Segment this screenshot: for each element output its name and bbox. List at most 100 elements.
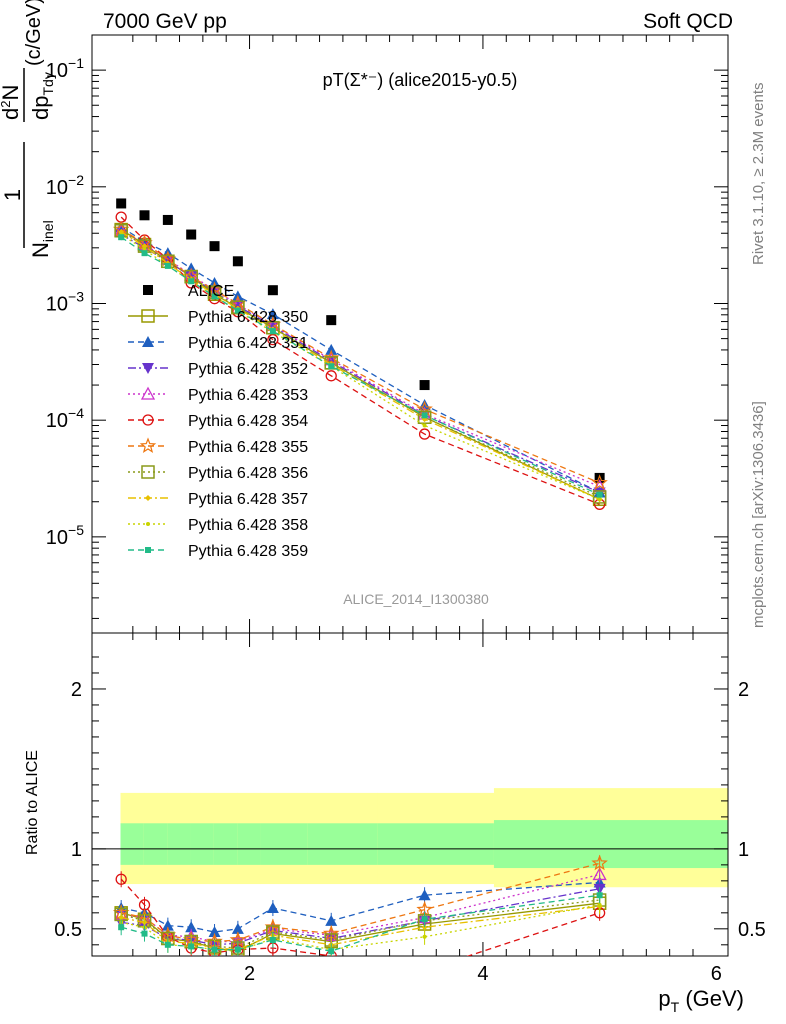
svg-text:Ninel: Ninel (28, 220, 56, 258)
ratio-point (591, 854, 608, 871)
data-point (211, 293, 218, 300)
data-point (188, 278, 195, 285)
legend-marker (143, 285, 153, 295)
ratio-line (121, 902, 600, 952)
legend-entry: Pythia 6.428 357 (128, 491, 308, 508)
ratio-point (188, 943, 195, 950)
data-point (326, 315, 337, 326)
ratio-point (141, 930, 148, 937)
data-point (186, 229, 197, 240)
data-point (116, 198, 127, 209)
data-point (209, 241, 220, 252)
ratio-axes-box (91, 632, 729, 957)
legend-marker (146, 522, 150, 526)
header-left: 7000 GeV pp (103, 10, 227, 33)
series-line (120, 229, 600, 484)
data-point (422, 423, 427, 428)
data-point (267, 285, 278, 296)
series-line (120, 230, 600, 488)
data-point (416, 400, 433, 417)
ratio-line (121, 862, 600, 943)
legend-label: Pythia 6.428 352 (188, 361, 308, 378)
series-line (120, 226, 600, 494)
legend-label: Pythia 6.428 350 (188, 309, 308, 326)
svg-text:d2N: d2N (0, 85, 23, 120)
band-inner-segment (120, 823, 145, 865)
header-right: Soft QCD (643, 10, 733, 33)
legend-entry: Pythia 6.428 352 (128, 361, 308, 378)
x-tick-label: 4 (477, 963, 488, 985)
ratio-point (211, 946, 218, 953)
legend-label: Pythia 6.428 359 (188, 543, 308, 560)
band-inner-segment (143, 823, 168, 865)
legend-marker (141, 465, 155, 479)
ratio-line (121, 873, 600, 943)
main-plot-frame: 10−5 10−4 10−3 10−2 10−1 (46, 34, 729, 634)
legend-entry: ALICE (143, 283, 234, 300)
ratio-series-layer (112, 854, 608, 956)
data-point (267, 333, 279, 346)
main-series-2 (115, 221, 606, 498)
ratio-point (115, 873, 127, 885)
legend-marker (142, 414, 154, 426)
analysis-label: ALICE_2014_I1300380 (343, 591, 489, 607)
data-point (164, 262, 171, 269)
series-line (120, 229, 600, 500)
ratio-point (234, 946, 241, 953)
data-point (325, 343, 338, 355)
band-inner-segment (237, 823, 262, 865)
ratio-y-tick-label: 2 (71, 679, 82, 701)
plot-title: pT(Σ*⁻) (alice2015-y0.5) (323, 70, 518, 90)
main-series-10 (118, 234, 603, 498)
legend-entry: Pythia 6.428 354 (128, 413, 308, 430)
ratio-point (231, 922, 244, 934)
ratio-plot-frame: 2 4 6 0.5 0.5 1 1 2 2 (54, 632, 766, 985)
band-inner-segment (190, 823, 215, 865)
data-point (234, 307, 241, 314)
ratio-point (266, 902, 279, 914)
legend-label: Pythia 6.428 354 (188, 413, 308, 430)
ratio-point (328, 948, 335, 955)
legend-entry: Pythia 6.428 355 (128, 437, 308, 456)
ratio-y-tick-label-right: 0.5 (738, 919, 766, 941)
ratio-point (596, 892, 603, 899)
data-point (162, 214, 173, 225)
ratio-point (422, 934, 427, 939)
legend-entry: Pythia 6.428 359 (128, 543, 308, 560)
band-inner-segment (167, 823, 192, 865)
legend-entry: Pythia 6.428 358 (128, 517, 308, 534)
band-inner-segment (260, 823, 308, 865)
band-inner-segment (307, 823, 378, 865)
data-point (232, 256, 243, 267)
main-y-tick-label: 10−5 (46, 522, 84, 549)
ratio-y-tick-label-right: 2 (738, 679, 749, 701)
svg-text:1: 1 (0, 189, 25, 201)
ratio-point (418, 889, 431, 901)
legend-label: Pythia 6.428 351 (188, 335, 308, 352)
data-point (139, 210, 150, 221)
ratio-point (118, 924, 125, 931)
legend-marker (140, 386, 156, 400)
data-point (592, 490, 607, 504)
legend-entry: Pythia 6.428 356 (128, 465, 308, 482)
main-y-tick-label: 10−3 (46, 288, 84, 315)
ratio-point (592, 867, 607, 881)
legend-label: ALICE (188, 283, 234, 300)
data-point (596, 491, 603, 498)
main-series-0 (116, 198, 605, 483)
data-point (418, 428, 431, 440)
ratio-point (164, 941, 171, 948)
rivet-label: Rivet 3.1.10, ≥ 2.3M events (750, 83, 767, 266)
ratio-y-tick-label: 0.5 (54, 919, 82, 941)
ratio-line (121, 905, 600, 951)
legend-label: Pythia 6.428 357 (188, 491, 308, 508)
data-point (118, 234, 125, 241)
ratio-series-9 (118, 887, 603, 956)
data-point (266, 308, 279, 320)
data-point (325, 370, 337, 382)
legend-entry: Pythia 6.428 351 (128, 335, 308, 352)
legend-entry: Pythia 6.428 353 (128, 386, 308, 404)
data-point (141, 250, 148, 257)
legend-marker (145, 547, 151, 553)
